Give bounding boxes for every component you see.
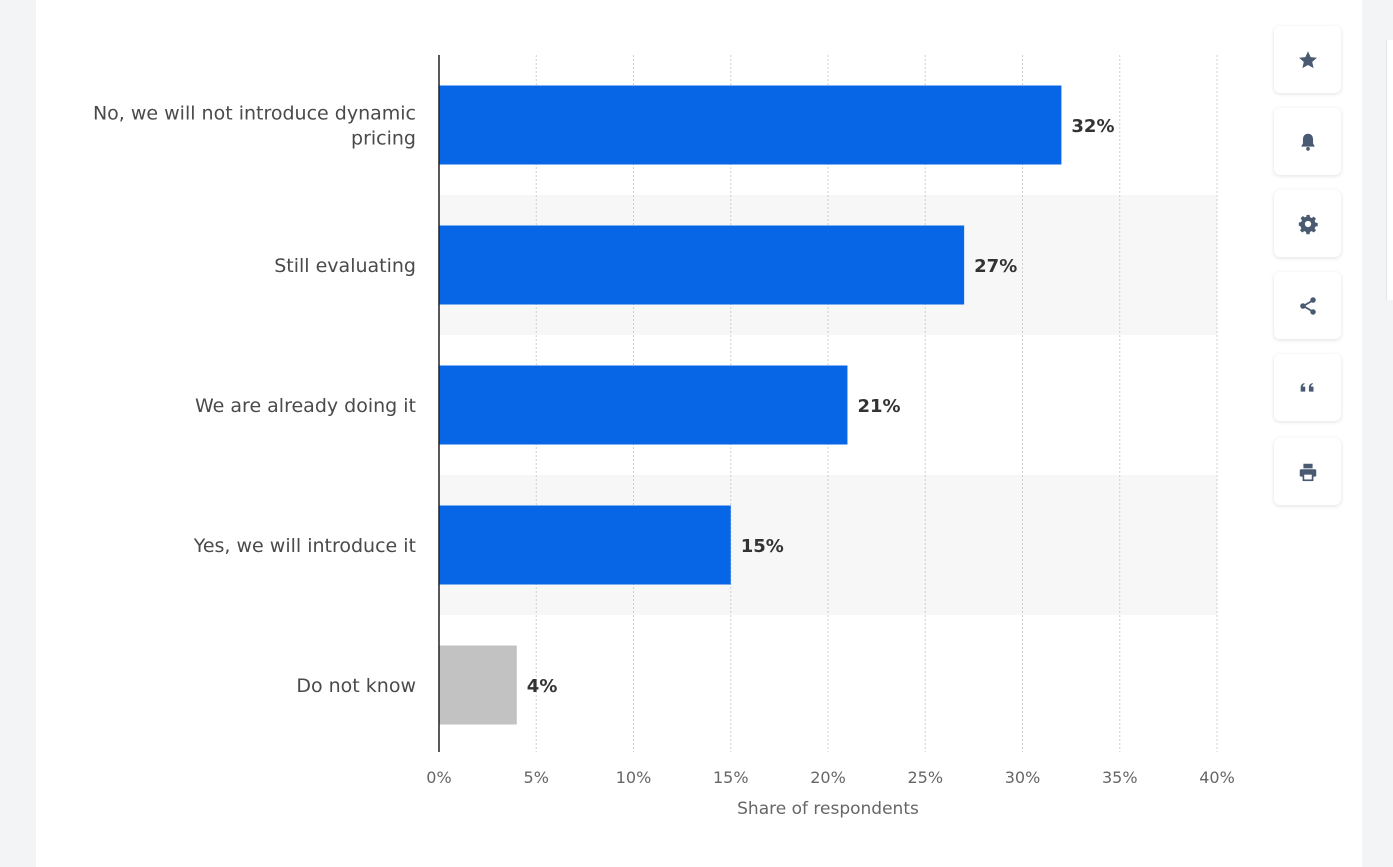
- category-label: No, we will not introduce dynamic: [93, 103, 416, 125]
- category-label: Do not know: [296, 675, 416, 697]
- printer-icon: [1299, 463, 1316, 481]
- data-label: 4%: [527, 676, 558, 697]
- bar-layer: [439, 85, 1062, 725]
- category-label: pricing: [351, 128, 416, 150]
- x-axis-title: Share of respondents: [737, 799, 919, 819]
- data-label: 21%: [857, 396, 900, 417]
- side-panel-edge: [1386, 40, 1393, 300]
- x-tick-label: 35%: [1102, 768, 1138, 787]
- settings-button[interactable]: [1274, 190, 1341, 257]
- share-button[interactable]: [1274, 272, 1341, 339]
- x-tick-label: 10%: [616, 768, 652, 787]
- bar[interactable]: [439, 225, 965, 305]
- notification-button[interactable]: [1274, 108, 1341, 175]
- data-label: 15%: [741, 536, 784, 557]
- star-icon: [1298, 50, 1317, 68]
- category-label: Still evaluating: [274, 255, 416, 277]
- cite-button[interactable]: [1274, 354, 1341, 421]
- gear-icon: [1298, 214, 1318, 234]
- x-tick-label: 20%: [810, 768, 846, 787]
- bar[interactable]: [439, 645, 517, 725]
- bell-icon: [1300, 133, 1315, 151]
- x-tick-label: 40%: [1199, 768, 1235, 787]
- bar[interactable]: [439, 85, 1062, 165]
- bar[interactable]: [439, 505, 731, 585]
- category-label: Yes, we will introduce it: [193, 535, 416, 557]
- x-tick-label: 30%: [1005, 768, 1041, 787]
- print-button[interactable]: [1274, 438, 1341, 505]
- x-tick-label: 15%: [713, 768, 749, 787]
- share-icon: [1299, 296, 1316, 315]
- x-tick-label: 5%: [524, 768, 549, 787]
- data-label: 27%: [974, 256, 1017, 277]
- bar[interactable]: [439, 365, 848, 445]
- quote-icon: [1300, 382, 1313, 392]
- data-label: 32%: [1071, 116, 1114, 137]
- x-tick-label: 25%: [907, 768, 943, 787]
- favorite-button[interactable]: [1274, 26, 1341, 93]
- category-label: We are already doing it: [195, 395, 416, 417]
- x-tick-label: 0%: [426, 768, 451, 787]
- label-layer: 0% 5% 10% 15% 20% 25% 30% 35% 40% 32% No, we will …: [93, 103, 1235, 788]
